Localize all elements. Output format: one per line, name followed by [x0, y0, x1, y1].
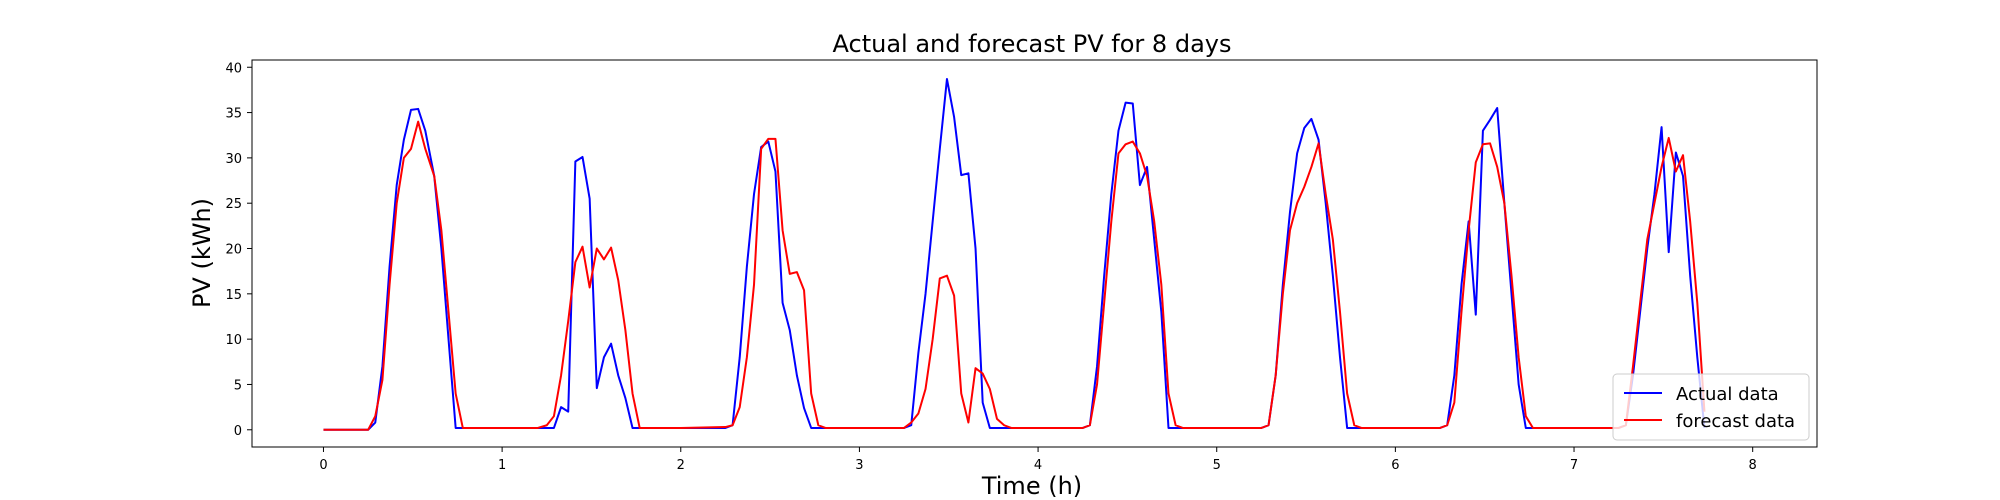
legend-label-forecast: forecast data: [1676, 411, 1795, 432]
legend-box: [1612, 373, 1810, 441]
y-tick-label: 15: [225, 288, 242, 303]
x-tick-label: 0: [319, 458, 327, 473]
series-line-forecast: [323, 120, 1706, 431]
y-tick-label: 10: [225, 333, 242, 348]
y-tick-label: 20: [225, 243, 242, 258]
x-tick-label: 4: [1034, 458, 1042, 473]
x-tick-label: 7: [1570, 458, 1578, 473]
x-tick-label: 2: [677, 458, 685, 473]
series-layer: [323, 78, 1706, 431]
x-axis: 0 1 2 3 4 5 6 7 8: [319, 447, 1757, 473]
x-tick-label: 3: [855, 458, 863, 473]
legend-label-actual: Actual data: [1676, 384, 1779, 405]
y-axis: 0 5 10 15 20 25 30 35 40: [225, 61, 252, 439]
x-tick-label: 8: [1749, 458, 1757, 473]
legend: Actual data forecast data: [1612, 373, 1810, 441]
x-tick-label: 1: [498, 458, 506, 473]
x-tick-label: 6: [1391, 458, 1399, 473]
y-tick-label: 30: [225, 152, 242, 167]
y-tick-label: 25: [225, 197, 242, 212]
x-tick-label: 5: [1213, 458, 1221, 473]
y-tick-label: 0: [234, 424, 242, 439]
chart-title: Actual and forecast PV for 8 days: [833, 30, 1232, 58]
y-axis-label: PV (kWh): [188, 198, 216, 308]
y-tick-label: 40: [225, 61, 242, 76]
x-axis-label: Time (h): [981, 472, 1082, 500]
plot-area: [251, 59, 1818, 448]
y-tick-label: 5: [234, 378, 242, 393]
series-line-actual: [323, 78, 1706, 431]
y-tick-label: 35: [225, 107, 242, 122]
